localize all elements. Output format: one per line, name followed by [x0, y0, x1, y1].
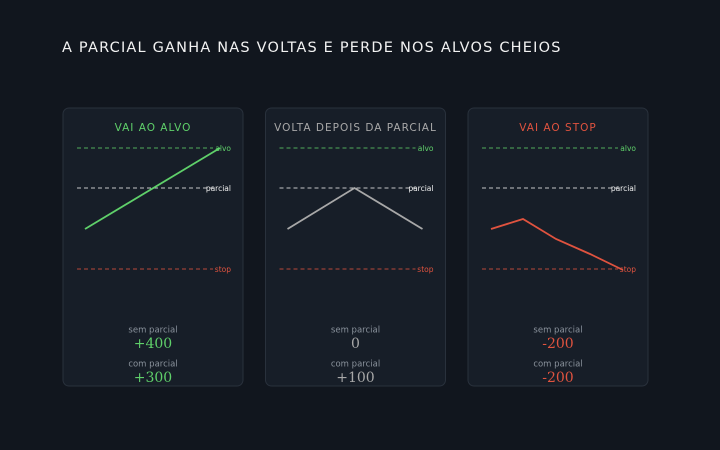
level-label: stop — [620, 265, 636, 274]
card-title: VOLTA DEPOIS DA PARCIAL — [274, 122, 437, 134]
row-label: com parcial — [533, 360, 582, 370]
level-label: alvo — [620, 144, 636, 153]
level-label: parcial — [206, 184, 231, 193]
row-value: +400 — [134, 336, 172, 352]
row-label: sem parcial — [533, 326, 582, 336]
level-label: parcial — [611, 184, 636, 193]
card — [265, 107, 446, 387]
level-label: stop — [215, 265, 231, 274]
level-label: alvo — [418, 144, 434, 153]
page-title: A PARCIAL GANHA NAS VOLTAS E PERDE NOS A… — [62, 40, 562, 56]
price-path — [84, 147, 221, 230]
row-value: 0 — [351, 336, 360, 352]
level-label: alvo — [215, 144, 231, 153]
row-label: sem parcial — [331, 326, 380, 336]
row-value: +300 — [134, 370, 172, 386]
row-value: -200 — [542, 370, 573, 386]
price-path — [287, 186, 423, 230]
row-label: sem parcial — [128, 326, 177, 336]
row-value: -200 — [542, 336, 573, 352]
level-label: stop — [417, 265, 433, 274]
row-value: +100 — [336, 370, 374, 386]
row-label: com parcial — [128, 360, 177, 370]
card — [467, 107, 649, 387]
price-path — [490, 218, 624, 271]
card-title: VAI AO ALVO — [115, 122, 192, 134]
card-title: VAI AO STOP — [519, 122, 596, 134]
card — [62, 107, 244, 387]
level-label: parcial — [408, 184, 433, 193]
row-label: com parcial — [331, 360, 380, 370]
